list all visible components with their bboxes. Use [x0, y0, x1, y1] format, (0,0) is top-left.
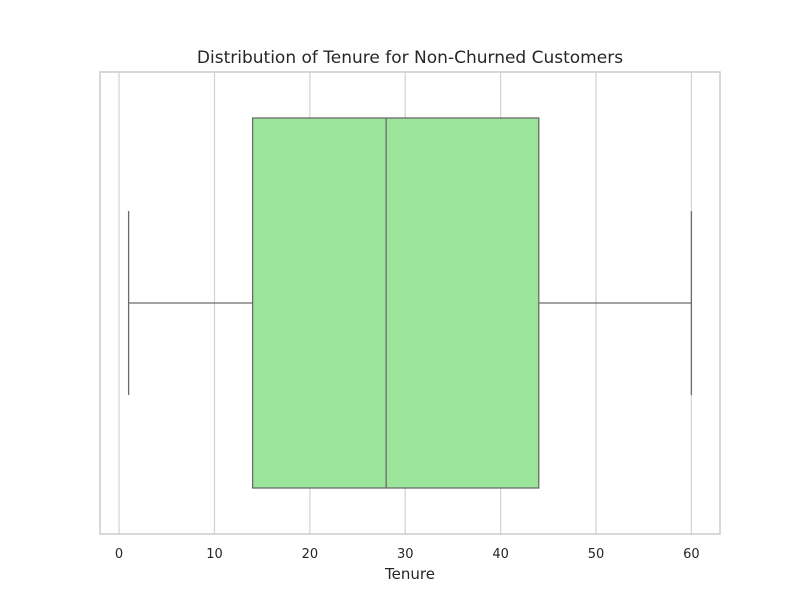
- x-tick-label: 0: [115, 547, 123, 562]
- box-plot: [127, 117, 693, 489]
- x-axis-label: Tenure: [384, 565, 435, 583]
- chart-title: Distribution of Tenure for Non-Churned C…: [197, 48, 623, 68]
- plot-frame: [99, 71, 721, 535]
- iqr-box: [251, 117, 540, 489]
- x-tick-labels: 0 10 20 30 40 50 60: [115, 547, 700, 562]
- x-tick-label: 10: [206, 547, 223, 562]
- x-tick-label: 20: [302, 547, 319, 562]
- x-tick-label: 60: [683, 547, 700, 562]
- x-tick-label: 40: [492, 547, 509, 562]
- x-tick-label: 50: [588, 547, 605, 562]
- x-tick-label: 30: [397, 547, 414, 562]
